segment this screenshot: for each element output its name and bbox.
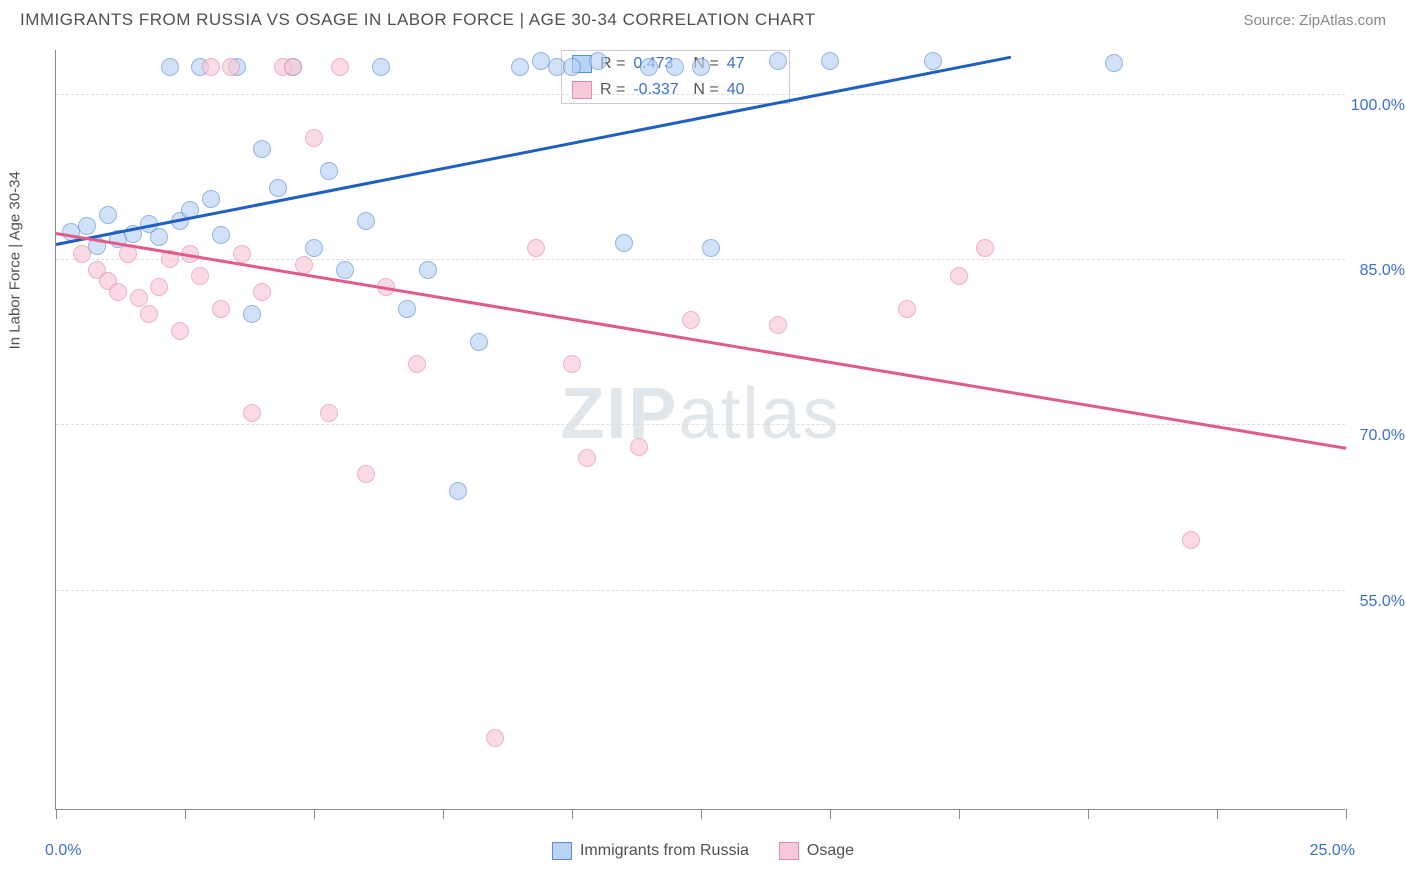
data-point <box>511 58 529 76</box>
data-point <box>140 305 158 323</box>
data-point <box>898 300 916 318</box>
legend-item: Immigrants from Russia <box>552 842 749 860</box>
data-point <box>769 316 787 334</box>
data-point <box>320 162 338 180</box>
legend-label: Osage <box>807 842 854 860</box>
data-point <box>73 245 91 263</box>
x-tick <box>185 809 186 819</box>
data-point <box>78 217 96 235</box>
stats-row: R = -0.337 N = 40 <box>562 77 789 103</box>
chart-legend: Immigrants from Russia Osage <box>0 842 1406 860</box>
data-point <box>615 234 633 252</box>
data-point <box>243 404 261 422</box>
r-label: R = <box>600 81 625 99</box>
data-point <box>202 190 220 208</box>
data-point <box>408 355 426 373</box>
chart-plot-area: ZIPatlas R =0.473N =47R =-0.337N =40 55.… <box>55 50 1345 810</box>
legend-label: Immigrants from Russia <box>580 842 749 860</box>
data-point <box>976 239 994 257</box>
data-point <box>419 261 437 279</box>
data-point <box>563 355 581 373</box>
x-tick <box>959 809 960 819</box>
y-axis-label: In Labor Force | Age 30-34 <box>7 171 24 349</box>
data-point <box>331 58 349 76</box>
data-point <box>243 305 261 323</box>
data-point <box>527 239 545 257</box>
data-point <box>692 58 710 76</box>
y-tick-label: 85.0% <box>1360 262 1405 280</box>
data-point <box>295 256 313 274</box>
legend-swatch <box>572 81 592 99</box>
data-point <box>821 52 839 70</box>
data-point <box>161 58 179 76</box>
data-point <box>357 465 375 483</box>
data-point <box>630 438 648 456</box>
trend-line <box>56 56 1011 246</box>
x-tick <box>56 809 57 819</box>
data-point <box>666 58 684 76</box>
data-point <box>253 283 271 301</box>
gridline <box>56 259 1345 260</box>
data-point <box>305 129 323 147</box>
data-point <box>253 140 271 158</box>
data-point <box>563 58 581 76</box>
data-point <box>320 404 338 422</box>
x-tick <box>443 809 444 819</box>
chart-title: IMMIGRANTS FROM RUSSIA VS OSAGE IN LABOR… <box>20 10 816 30</box>
data-point <box>470 333 488 351</box>
x-tick <box>572 809 573 819</box>
r-value: -0.337 <box>633 81 685 99</box>
data-point <box>1182 531 1200 549</box>
data-point <box>202 58 220 76</box>
data-point <box>284 58 302 76</box>
x-tick <box>1346 809 1347 819</box>
data-point <box>222 58 240 76</box>
data-point <box>305 239 323 257</box>
data-point <box>99 206 117 224</box>
data-point <box>449 482 467 500</box>
data-point <box>233 245 251 263</box>
n-label: N = <box>693 81 718 99</box>
x-tick <box>830 809 831 819</box>
gridline <box>56 590 1345 591</box>
watermark: ZIPatlas <box>560 373 840 455</box>
data-point <box>150 228 168 246</box>
data-point <box>682 311 700 329</box>
data-point <box>269 179 287 197</box>
legend-item: Osage <box>779 842 854 860</box>
data-point <box>486 729 504 747</box>
source-attribution: Source: ZipAtlas.com <box>1243 12 1386 29</box>
data-point <box>640 58 658 76</box>
data-point <box>191 267 209 285</box>
data-point <box>950 267 968 285</box>
data-point <box>398 300 416 318</box>
data-point <box>1105 54 1123 72</box>
data-point <box>212 300 230 318</box>
data-point <box>109 283 127 301</box>
data-point <box>702 239 720 257</box>
data-point <box>769 52 787 70</box>
x-tick <box>701 809 702 819</box>
data-point <box>171 322 189 340</box>
data-point <box>357 212 375 230</box>
gridline <box>56 424 1345 425</box>
data-point <box>589 52 607 70</box>
x-tick <box>1088 809 1089 819</box>
gridline <box>56 94 1345 95</box>
data-point <box>578 449 596 467</box>
data-point <box>130 289 148 307</box>
data-point <box>150 278 168 296</box>
data-point <box>336 261 354 279</box>
data-point <box>372 58 390 76</box>
y-tick-label: 55.0% <box>1360 593 1405 611</box>
n-value: 40 <box>727 81 779 99</box>
x-tick <box>1217 809 1218 819</box>
data-point <box>924 52 942 70</box>
legend-swatch <box>779 842 799 860</box>
x-tick <box>314 809 315 819</box>
data-point <box>212 226 230 244</box>
legend-swatch <box>552 842 572 860</box>
y-tick-label: 70.0% <box>1360 427 1405 445</box>
y-tick-label: 100.0% <box>1351 97 1405 115</box>
